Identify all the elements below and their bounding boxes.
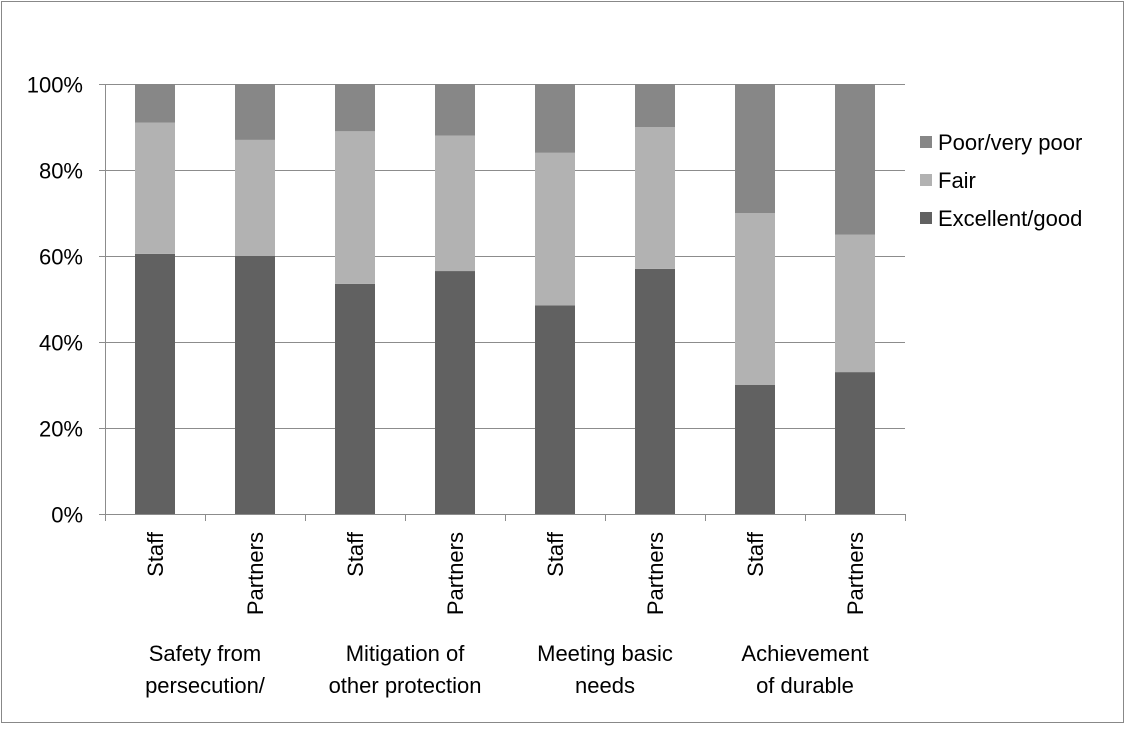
y-tick-label: 80% xyxy=(39,159,83,184)
x-tick-label: Staff xyxy=(743,531,768,577)
bar-segment-fair xyxy=(135,122,175,254)
bar-segment-fair xyxy=(435,135,475,272)
y-tick-label: 60% xyxy=(39,245,83,270)
bar-segment-poor-very-poor xyxy=(735,84,775,213)
bar-segment-poor-very-poor xyxy=(435,84,475,136)
axes xyxy=(99,84,906,521)
legend-swatch xyxy=(920,174,932,186)
group-label: Achievement xyxy=(741,641,868,666)
bar-segment-excellent-good xyxy=(435,271,475,514)
bar-segment-fair xyxy=(835,234,875,373)
group-label: persecution/ xyxy=(145,673,266,698)
legend: Poor/very poor Fair Excellent/good xyxy=(920,130,1082,231)
bar-segment-poor-very-poor xyxy=(235,84,275,140)
legend-label: Fair xyxy=(938,168,976,193)
bar-segment-poor-very-poor xyxy=(135,84,175,123)
bar-segment-excellent-good xyxy=(635,268,675,514)
legend-label: Excellent/good xyxy=(938,206,1082,231)
y-tick-label: 0% xyxy=(51,503,83,528)
bar-segment-fair xyxy=(535,152,575,306)
x-tick-label: Staff xyxy=(543,531,568,577)
legend-swatch xyxy=(920,212,932,224)
bar-segment-fair xyxy=(335,131,375,284)
x-tick-label: Partners xyxy=(843,532,868,615)
group-labels: Safety from persecution/Mitigation of othe… xyxy=(145,641,869,698)
group-label: Meeting basic xyxy=(537,641,673,666)
bar-segment-excellent-good xyxy=(835,372,875,514)
bar-segment-poor-very-poor xyxy=(835,84,875,235)
bar-segment-excellent-good xyxy=(735,385,775,514)
x-tick-label: Staff xyxy=(343,531,368,577)
bar-segment-excellent-good xyxy=(135,253,175,514)
y-tick-label: 20% xyxy=(39,417,83,442)
bars xyxy=(135,84,875,514)
y-tick-label: 40% xyxy=(39,331,83,356)
x-tick-label: Partners xyxy=(243,532,268,615)
x-tick-label: Partners xyxy=(643,532,668,615)
legend-label: Poor/very poor xyxy=(938,130,1082,155)
bar-segment-fair xyxy=(235,139,275,256)
group-label: needs xyxy=(575,673,635,698)
x-tick-labels: Staff Partners Staff Partners Staff Partners S… xyxy=(143,531,868,615)
group-label: other protection xyxy=(329,673,482,698)
x-tick-label: Partners xyxy=(443,532,468,615)
x-tick-label: Staff xyxy=(143,531,168,577)
bar-segment-excellent-good xyxy=(535,305,575,514)
bar-segment-fair xyxy=(735,213,775,385)
bar-segment-poor-very-poor xyxy=(335,84,375,132)
y-tick-label: 100% xyxy=(27,73,83,98)
bar-segment-poor-very-poor xyxy=(635,84,675,127)
legend-swatch xyxy=(920,136,932,148)
bar-segment-excellent-good xyxy=(235,256,275,514)
bar-segment-fair xyxy=(635,127,675,269)
group-label: of durable xyxy=(756,673,854,698)
group-label: Mitigation of xyxy=(346,641,466,666)
group-label: Safety from xyxy=(149,641,261,666)
y-tick-labels: 0% 20% 40% 60% 80% 100% xyxy=(27,73,83,528)
bar-segment-poor-very-poor xyxy=(535,84,575,153)
bar-segment-excellent-good xyxy=(335,283,375,514)
